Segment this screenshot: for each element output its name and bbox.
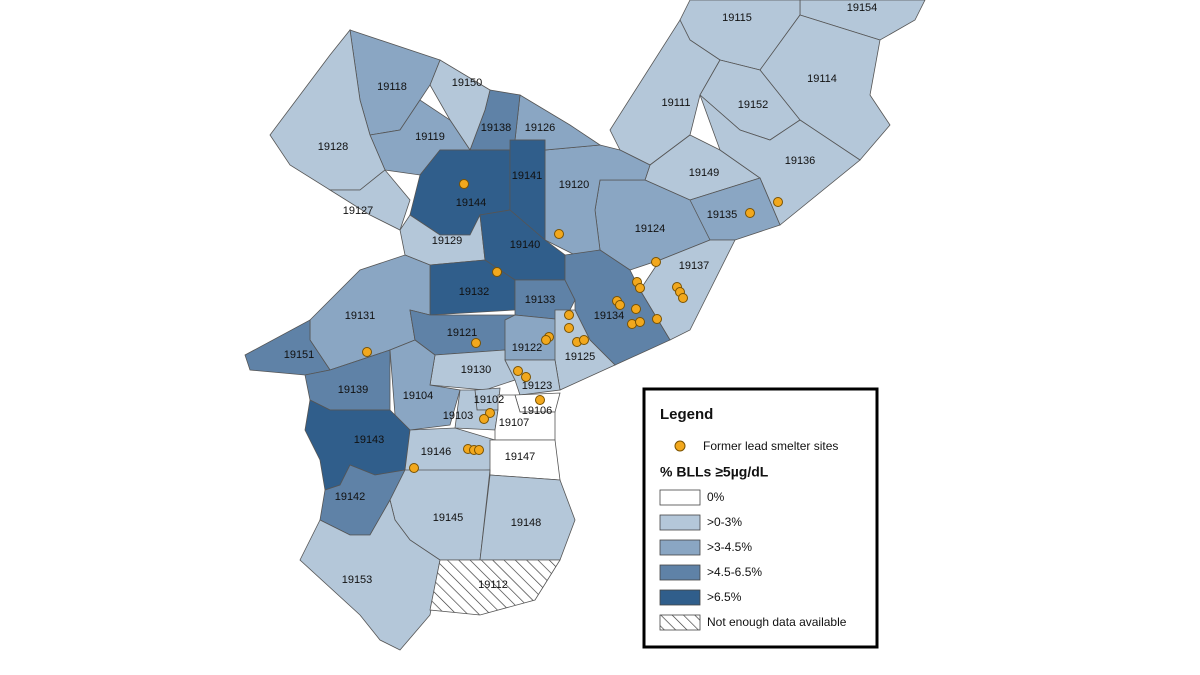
smelter-site bbox=[579, 335, 589, 345]
legend-label: Not enough data available bbox=[707, 615, 847, 629]
zone-label: 19140 bbox=[510, 239, 541, 251]
zone-label: 19135 bbox=[707, 209, 738, 221]
zone-label: 19104 bbox=[403, 390, 434, 402]
smelter-site bbox=[745, 208, 755, 218]
legend-swatch bbox=[659, 564, 701, 581]
zone bbox=[269, 29, 386, 191]
zone-label: 19128 bbox=[318, 141, 349, 153]
smelter-site bbox=[471, 338, 481, 348]
zone bbox=[328, 169, 411, 231]
zone-label: 19119 bbox=[415, 131, 445, 143]
zone-label: 19124 bbox=[635, 223, 666, 235]
legend-swatch bbox=[659, 489, 701, 506]
zone-label: 19112 bbox=[478, 579, 508, 591]
zone bbox=[479, 474, 576, 561]
legend-swatch bbox=[659, 539, 701, 556]
zone-label: 19103 bbox=[443, 410, 474, 422]
zone-label: 19134 bbox=[594, 310, 625, 322]
zone-label: 19123 bbox=[522, 380, 553, 392]
zone-label: 19131 bbox=[345, 310, 376, 322]
zone-label: 19125 bbox=[565, 351, 596, 363]
smelter-site bbox=[564, 323, 574, 333]
smelter-site bbox=[631, 304, 641, 314]
zones bbox=[244, 0, 926, 651]
zone-label: 19146 bbox=[421, 446, 452, 458]
zone-label: 19120 bbox=[559, 179, 590, 191]
zone-label: 19102 bbox=[474, 394, 505, 406]
zone-label: 19145 bbox=[433, 512, 464, 524]
zone-label: 19147 bbox=[505, 451, 536, 463]
zone-label: 19126 bbox=[525, 122, 556, 134]
legend-label: >3-4.5% bbox=[707, 540, 752, 554]
zone-label: 19138 bbox=[481, 122, 512, 134]
zone-label: 19130 bbox=[461, 364, 492, 376]
zone-label: 19122 bbox=[512, 342, 543, 354]
zone-label: 19114 bbox=[807, 73, 837, 85]
zone-label: 19129 bbox=[432, 235, 463, 247]
zone-label: 19132 bbox=[459, 286, 490, 298]
smelter-site bbox=[678, 293, 688, 303]
smelter-site bbox=[492, 267, 502, 277]
smelter-site bbox=[521, 372, 531, 382]
zone-label: 19111 bbox=[662, 97, 691, 109]
legend-scale-title: % BLLs ≥5µg/dL bbox=[660, 464, 769, 480]
zone bbox=[544, 144, 651, 256]
zone-label: 19133 bbox=[525, 294, 556, 306]
zone-label: 19141 bbox=[512, 170, 543, 182]
smelter-site bbox=[554, 229, 564, 239]
smelter-site bbox=[635, 283, 645, 293]
legend-site-symbol bbox=[674, 440, 686, 452]
zone-label: 19137 bbox=[679, 260, 710, 272]
zone-label: 19121 bbox=[447, 327, 478, 339]
smelter-site bbox=[535, 395, 545, 405]
zone-label: 19142 bbox=[335, 491, 366, 503]
legend-label: >0-3% bbox=[707, 515, 742, 529]
smelter-site bbox=[652, 314, 662, 324]
smelter-site bbox=[651, 257, 661, 267]
legend-label: >6.5% bbox=[707, 590, 742, 604]
zone-label: 19152 bbox=[738, 99, 769, 111]
smelter-site bbox=[615, 300, 625, 310]
zone-label: 19136 bbox=[785, 155, 816, 167]
smelter-site bbox=[635, 317, 645, 327]
legend-label: >4.5-6.5% bbox=[707, 565, 762, 579]
zone-label: 19151 bbox=[284, 349, 315, 361]
zone-labels: 19154 19115 19114 19111 19152 19149 19136 19135… bbox=[284, 2, 878, 591]
zone bbox=[429, 559, 561, 616]
legend-title: Legend bbox=[660, 406, 713, 423]
zone-label: 19118 bbox=[377, 81, 407, 93]
zone-label: 19127 bbox=[343, 205, 374, 217]
legend: Legend Former lead smelter sites % BLLs … bbox=[642, 387, 879, 649]
zone-label: 19148 bbox=[511, 517, 542, 529]
smelter-site bbox=[513, 366, 523, 376]
smelter-site bbox=[362, 347, 372, 357]
sites bbox=[362, 179, 783, 473]
legend-label: 0% bbox=[707, 490, 725, 504]
smelter-site bbox=[485, 408, 495, 418]
legend-swatch bbox=[659, 589, 701, 606]
smelter-site bbox=[474, 445, 484, 455]
zone-label: 19107 bbox=[499, 417, 530, 429]
zone-label: 19153 bbox=[342, 574, 373, 586]
zone-label: 19115 bbox=[722, 12, 752, 24]
zone-label: 19154 bbox=[847, 2, 878, 14]
zone-label: 19139 bbox=[338, 384, 369, 396]
zone-label: 19143 bbox=[354, 434, 385, 446]
smelter-site bbox=[773, 197, 783, 207]
smelter-site bbox=[479, 414, 489, 424]
smelter-site bbox=[564, 310, 574, 320]
smelter-site bbox=[459, 179, 469, 189]
smelter-site bbox=[409, 463, 419, 473]
legend-swatch bbox=[659, 614, 701, 631]
zone-label: 19144 bbox=[456, 197, 487, 209]
zone-label: 19149 bbox=[689, 167, 720, 179]
zone-label: 19106 bbox=[522, 405, 553, 417]
zone-label: 19150 bbox=[452, 77, 483, 89]
legend-site-label: Former lead smelter sites bbox=[703, 439, 838, 453]
smelter-site bbox=[541, 335, 551, 345]
legend-swatch bbox=[659, 514, 701, 531]
